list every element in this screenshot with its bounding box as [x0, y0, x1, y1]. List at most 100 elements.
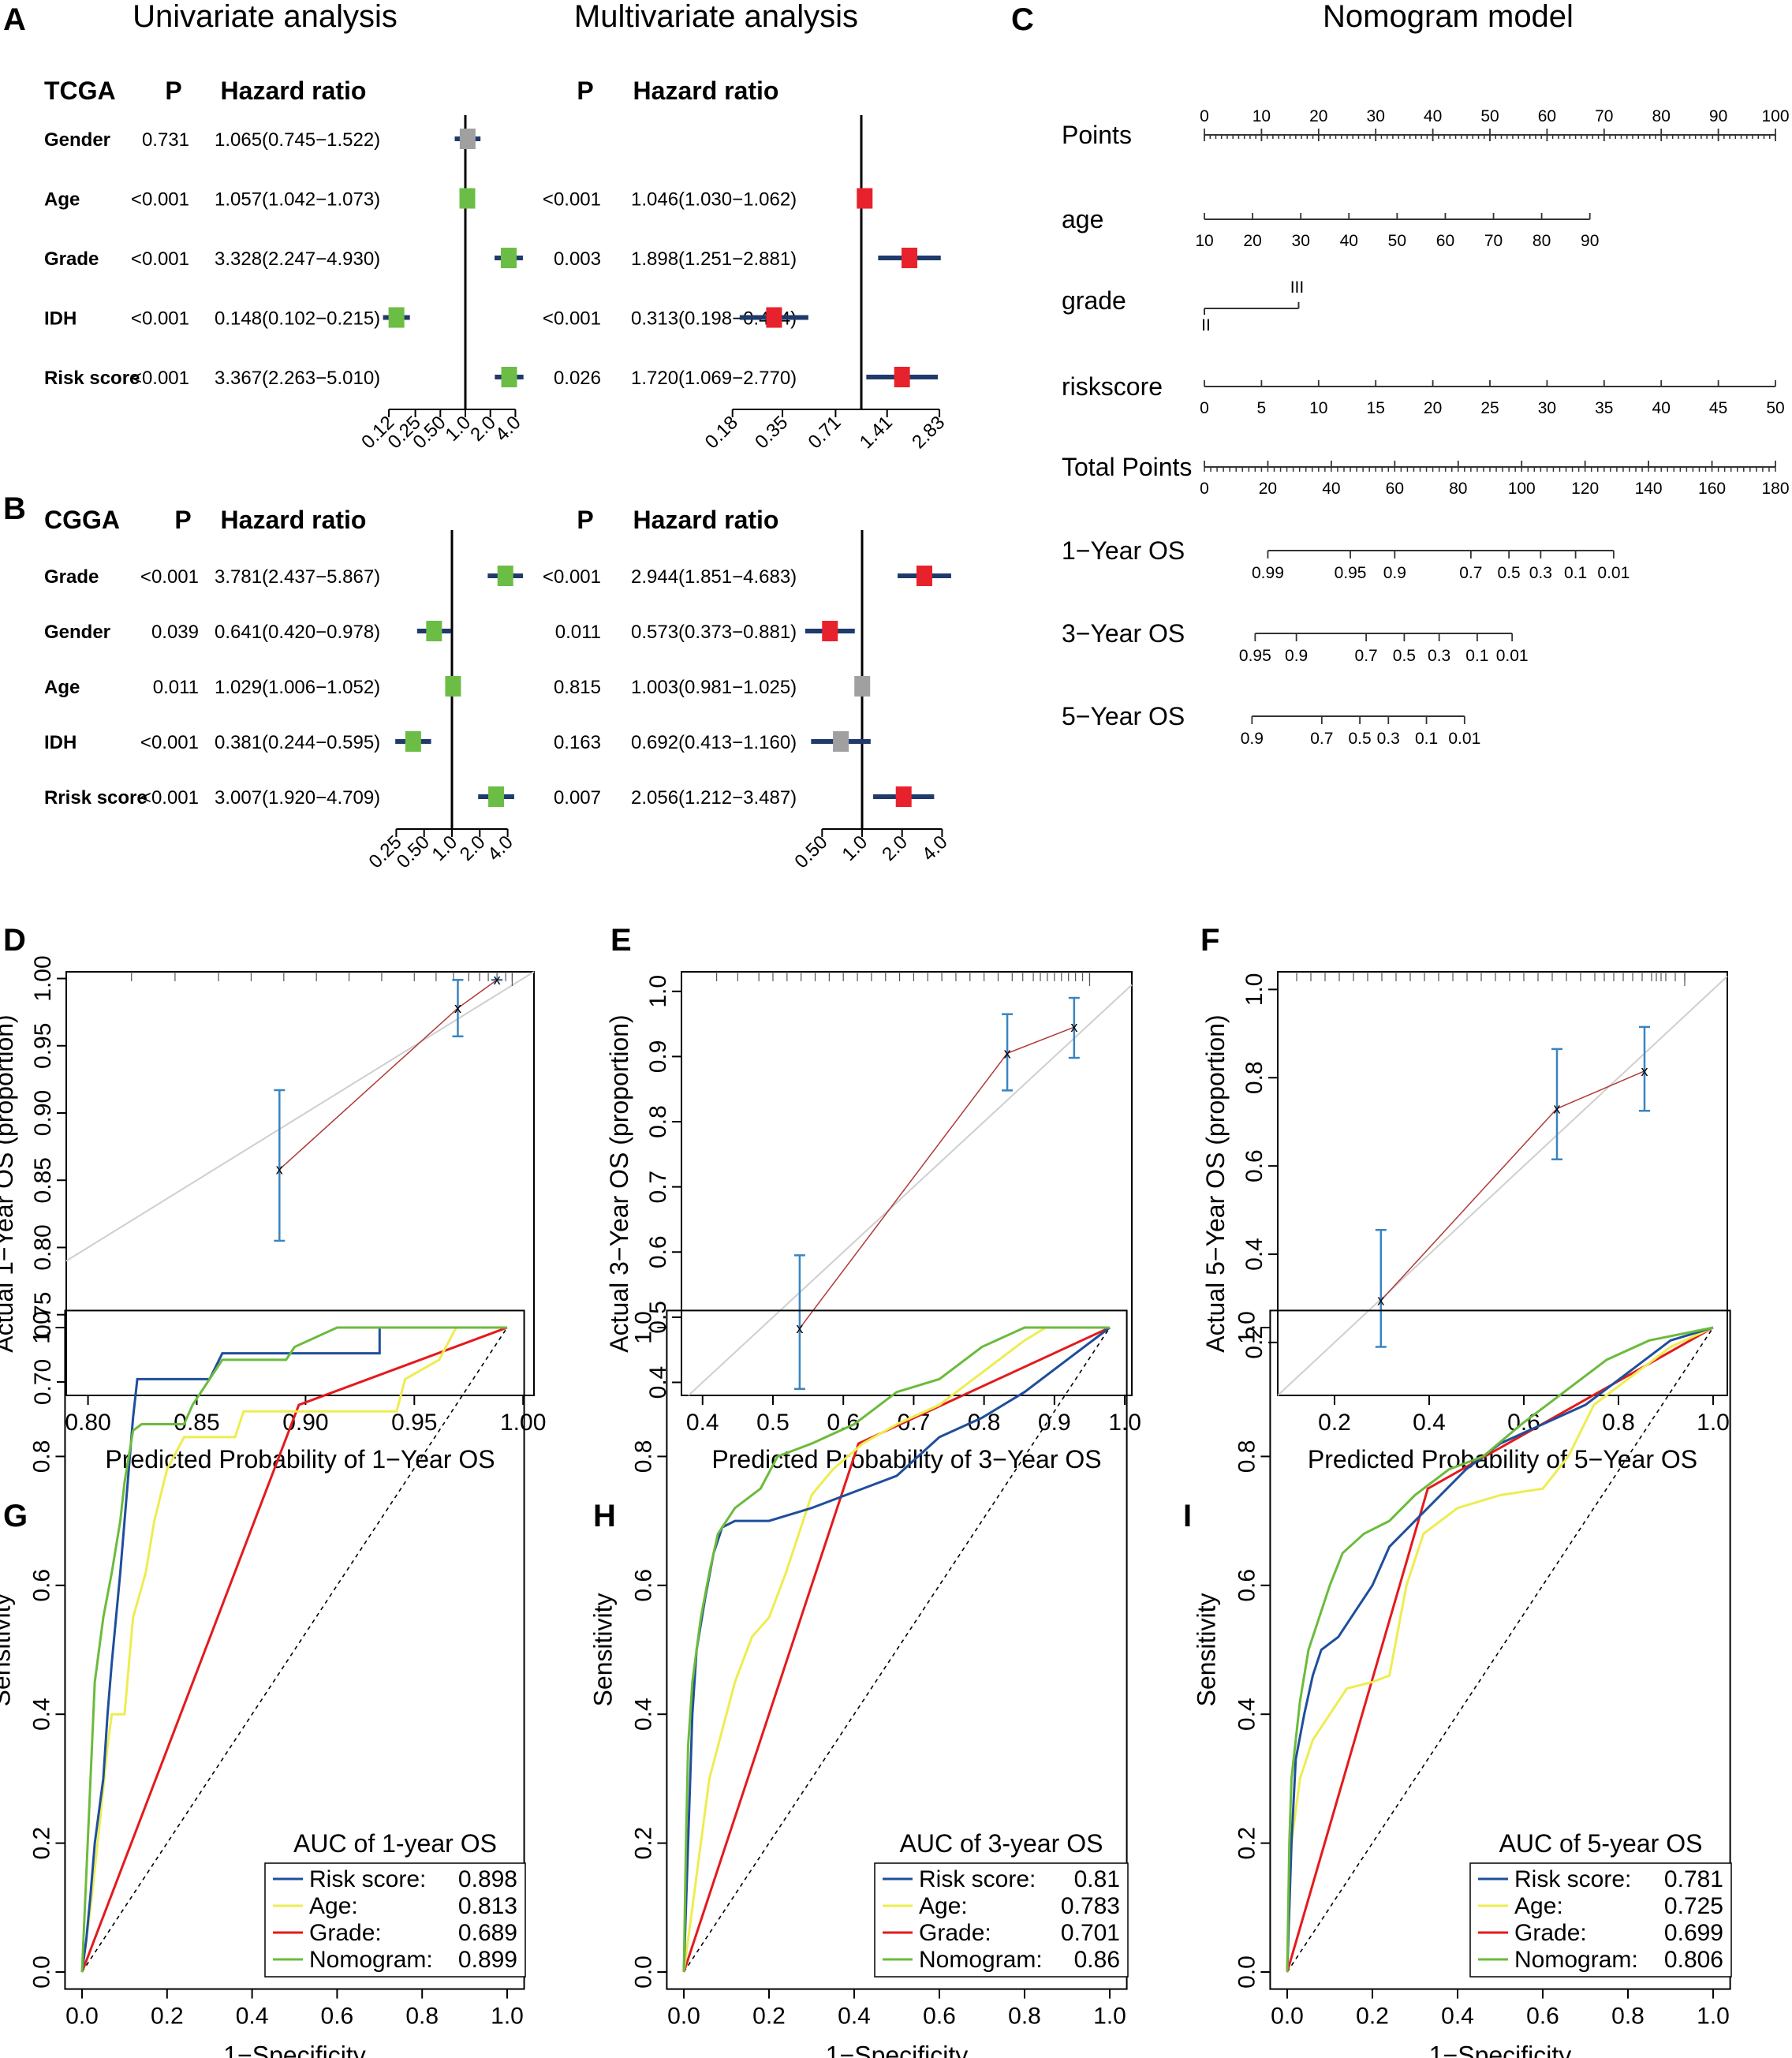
calibration-point: x: [276, 1162, 283, 1178]
x-tick-label: 0.6: [1526, 2004, 1559, 2030]
uni-p-value: 0.011: [153, 677, 199, 698]
nomogram-tick-label: 45: [1709, 399, 1727, 417]
roc-curve-nomo: [1286, 1326, 1714, 1973]
x-axis-label: 1−Specificity: [1429, 2041, 1572, 2058]
calibration-plot-3-year: 0.4 0.5 0.6 0.7 0.8 0.9 1.00.40.50.60.70.80.91…: [605, 971, 1141, 1473]
uni-hr-marker: [445, 676, 461, 697]
panel-letter-H: H: [593, 1499, 616, 1533]
y-tick-label: 0.75: [30, 1292, 56, 1338]
y-axis-label: Sensitivity: [588, 1593, 617, 1706]
multi-hr-marker: [854, 676, 871, 697]
calibration-point: x: [494, 972, 501, 988]
legend-auc-value: 0.783: [1061, 1893, 1120, 1919]
dataset-label: TCGA: [44, 77, 116, 105]
x-axis-label: 1−Specificity: [223, 2041, 366, 2058]
uni-hr-header: Hazard ratio: [221, 77, 367, 105]
multi-hr-marker: [894, 367, 910, 387]
uni-hr-marker: [459, 129, 476, 149]
legend-auc-value: 0.899: [458, 1947, 517, 1973]
uni-hr-marker: [497, 566, 513, 586]
x-tick-label: 0.2: [151, 2004, 184, 2030]
legend-auc-value: 0.781: [1664, 1866, 1723, 1892]
row-label: Risk score: [44, 368, 140, 389]
y-tick-label: 0.4: [630, 1698, 656, 1731]
y-axis-label: Sensitivity: [1192, 1593, 1220, 1706]
multi-p-header: P: [577, 506, 593, 534]
uni-hr-text: 1.029(1.006−1.052): [215, 677, 380, 698]
y-axis-label: Actual 5−Year OS (proportion): [1201, 1014, 1230, 1352]
legend-series-name: Age:: [919, 1893, 968, 1919]
nomogram-tick-label: 35: [1595, 399, 1613, 417]
multi-tick-label: 0.71: [805, 412, 846, 453]
calibration-point: x: [1554, 1100, 1561, 1116]
nomogram-tick-label: 0.3: [1377, 730, 1400, 748]
chance-diagonal-line: [1286, 1327, 1714, 1973]
nomogram-row-label: Total Points: [1062, 453, 1192, 481]
plot-frame: [1269, 1309, 1731, 1990]
y-tick-label: 0.0: [28, 1955, 54, 1989]
uni-hr-marker: [405, 731, 421, 752]
ideal-diagonal-line: [1277, 975, 1728, 1396]
y-tick-label: 0.6: [1241, 1149, 1267, 1182]
x-tick-label: 0.0: [65, 2004, 99, 2030]
x-tick-label: 0.2: [752, 2004, 786, 2030]
nomogram-row-label: Points: [1062, 121, 1132, 149]
legend-series-name: Risk score:: [309, 1866, 426, 1892]
forest-plot-cgga: CGGA P Hazard ratio P Hazard ratio0.250.501.…: [44, 506, 952, 872]
x-tick-label: 1.0: [1697, 1410, 1730, 1436]
uni-p-value: <0.001: [140, 787, 199, 809]
y-tick-label: 1.0: [645, 975, 671, 1008]
nomogram-row-label: age: [1062, 205, 1103, 233]
row-label: Gender: [44, 129, 110, 151]
nomogram-tick-label: 0: [1200, 480, 1209, 498]
nomogram-row-label: 1−Year OS: [1062, 536, 1185, 565]
multi-hr-marker: [916, 566, 932, 586]
x-tick-label: 0.8: [1602, 1410, 1635, 1436]
legend-series-name: Nomogram:: [919, 1947, 1043, 1973]
chance-diagonal-line: [683, 1327, 1111, 1973]
nomogram-tick-label: 30: [1292, 232, 1310, 250]
roc-curve-risk: [80, 1326, 507, 1973]
nomogram-tick-label: 20: [1309, 107, 1327, 125]
calibration-line: [278, 979, 498, 1171]
multi-hr-text: 1.720(1.069−2.770): [631, 368, 797, 389]
nomogram-row-label: 5−Year OS: [1062, 702, 1185, 730]
uni-p-header: P: [174, 506, 191, 534]
y-tick-label: 1.0: [1234, 1311, 1260, 1344]
grade-high-label: III: [1290, 278, 1305, 297]
multi-hr-marker: [857, 188, 873, 209]
legend-series-name: Risk score:: [1514, 1866, 1631, 1892]
uni-hr-text: 0.641(0.420−0.978): [215, 622, 380, 643]
roc-curve-grade: [80, 1326, 508, 1973]
uni-p-value: <0.001: [131, 189, 189, 211]
panel-letter-I: I: [1183, 1499, 1192, 1533]
y-tick-label: 0.6: [645, 1235, 671, 1268]
x-tick-label: 0.4: [686, 1410, 719, 1436]
multi-hr-text: 0.692(0.413−1.160): [631, 732, 797, 753]
nomogram-tick-label: 0.9: [1285, 647, 1308, 665]
legend-auc-value: 0.86: [1074, 1947, 1120, 1973]
nomogram-tick-label: 0: [1200, 107, 1209, 125]
multi-tick-label: 0.35: [751, 412, 792, 453]
multi-tick-label: 0.50: [790, 831, 831, 872]
multi-hr-text: 1.898(1.251−2.881): [631, 248, 797, 270]
panel-letter-D: D: [3, 923, 26, 958]
nomogram-tick-label: 0.01: [1448, 730, 1480, 748]
panel-letter-C: C: [1011, 2, 1034, 37]
nomogram-tick-label: 0.5: [1348, 730, 1371, 748]
nomogram-tick-label: 0.5: [1393, 647, 1416, 665]
y-tick-label: 0.4: [1241, 1238, 1267, 1271]
y-tick-label: 0.80: [30, 1224, 56, 1270]
plot-frame: [65, 971, 535, 1396]
multi-p-value: <0.001: [543, 566, 601, 588]
plot-frame: [681, 971, 1133, 1396]
multi-p-header: P: [577, 77, 593, 105]
uni-hr-text: 3.007(1.920−4.709): [215, 787, 380, 809]
legend-series-name: Nomogram:: [309, 1947, 433, 1973]
multivariate-title: Multivariate analysis: [574, 0, 858, 34]
uni-hr-text: 3.367(2.263−5.010): [215, 368, 380, 389]
nomogram-tick-label: 90: [1581, 232, 1599, 250]
x-tick-label: 0.4: [1441, 2004, 1474, 2030]
y-tick-label: 0.2: [1241, 1326, 1267, 1359]
